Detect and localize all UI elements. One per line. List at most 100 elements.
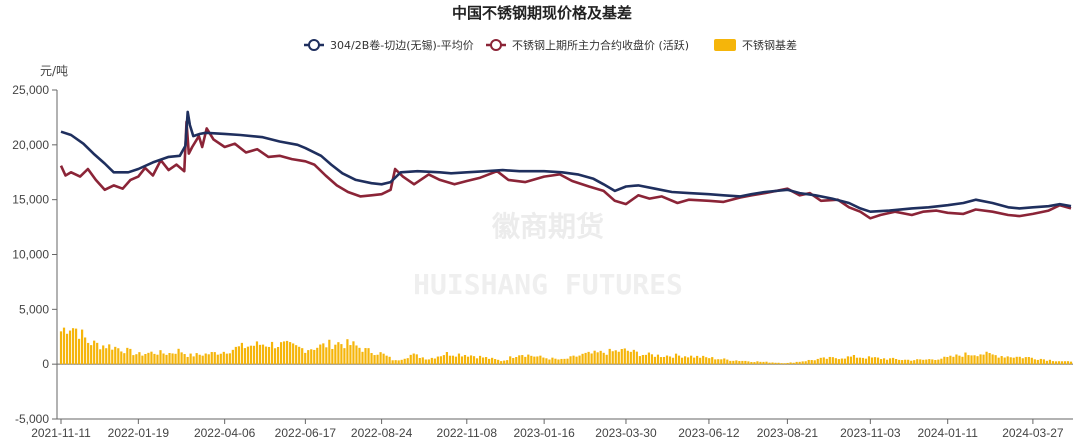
basis-bar bbox=[289, 342, 292, 365]
basis-bar bbox=[497, 359, 500, 365]
basis-bar bbox=[391, 360, 394, 365]
basis-bar bbox=[515, 357, 518, 365]
basis-bar bbox=[542, 357, 545, 365]
basis-bar bbox=[258, 344, 262, 365]
basis-bar bbox=[114, 346, 117, 365]
basis-bar bbox=[219, 353, 222, 365]
basis-bar bbox=[361, 351, 364, 365]
basis-bar bbox=[509, 356, 512, 365]
basis-bar bbox=[177, 348, 180, 365]
basis-bar bbox=[901, 360, 904, 365]
basis-bar bbox=[702, 355, 705, 365]
basis-bar bbox=[988, 353, 991, 365]
basis-bar bbox=[87, 342, 90, 365]
basis-bar bbox=[548, 359, 551, 365]
basis-bar bbox=[415, 354, 418, 365]
x-tick-label: 2022-08-24 bbox=[351, 426, 413, 440]
basis-bar bbox=[412, 353, 415, 365]
basis-bar bbox=[355, 345, 358, 365]
basis-bar bbox=[693, 357, 696, 365]
basis-bar bbox=[870, 357, 874, 365]
basis-bar bbox=[566, 358, 569, 365]
basis-bar bbox=[659, 357, 663, 365]
basis-bar bbox=[575, 356, 578, 365]
basis-bar bbox=[427, 359, 430, 365]
basis-bar bbox=[590, 353, 593, 365]
basis-bar bbox=[665, 355, 669, 365]
basis-bar bbox=[59, 331, 63, 365]
basis-bar bbox=[816, 358, 819, 365]
basis-bar bbox=[168, 353, 171, 365]
basis-bar bbox=[249, 345, 253, 365]
basis-bar bbox=[967, 355, 970, 365]
basis-bar bbox=[1000, 356, 1003, 365]
basis-bar bbox=[620, 349, 623, 365]
basis-bar bbox=[90, 345, 93, 365]
basis-bar bbox=[898, 359, 901, 365]
basis-bar bbox=[976, 356, 979, 365]
basis-bar bbox=[964, 352, 967, 365]
legend-item-basis[interactable]: 不锈钢基差 bbox=[714, 38, 797, 52]
basis-bar bbox=[602, 352, 605, 365]
basis-bar bbox=[310, 349, 313, 365]
y-tick-label: 0 bbox=[42, 357, 49, 371]
basis-bar bbox=[696, 355, 699, 365]
legend-item-spot[interactable]: 304/2B卷-切边(无锡)-平均价 bbox=[304, 38, 474, 52]
basis-bar bbox=[771, 362, 774, 365]
basis-bar bbox=[834, 358, 837, 365]
basis-bar bbox=[126, 347, 129, 365]
basis-bar bbox=[843, 358, 846, 365]
basis-bar bbox=[421, 357, 424, 365]
basis-bar bbox=[454, 356, 458, 365]
basis-bar bbox=[270, 341, 274, 365]
basis-bar bbox=[1003, 357, 1006, 365]
legend-futures-marker bbox=[490, 39, 502, 51]
basis-bar bbox=[201, 355, 204, 365]
basis-bar bbox=[491, 357, 494, 365]
basis-bar bbox=[1027, 357, 1030, 365]
basis-bar bbox=[873, 357, 877, 365]
basis-bar bbox=[481, 357, 485, 365]
basis-bar bbox=[949, 355, 952, 365]
basis-bar bbox=[138, 352, 141, 365]
basis-bar bbox=[141, 355, 144, 365]
legend-item-futures[interactable]: 不锈钢上期所主力合约收盘价 (活跃) bbox=[486, 38, 689, 52]
x-tick-label: 2023-01-16 bbox=[513, 426, 575, 440]
basis-bar bbox=[400, 359, 403, 365]
basis-bar bbox=[445, 352, 449, 365]
basis-bar bbox=[892, 357, 895, 365]
basis-bar bbox=[578, 355, 581, 365]
basis-bar bbox=[1039, 358, 1042, 365]
basis-bar bbox=[81, 329, 84, 365]
basis-bar bbox=[955, 354, 958, 365]
y-axis: -5,000 0 5,000 10,000 15,000 20,000 25,000 bbox=[12, 83, 58, 426]
basis-bar bbox=[488, 358, 491, 365]
basis-bar bbox=[162, 353, 165, 365]
basis-bar bbox=[916, 359, 919, 365]
basis-bar bbox=[111, 349, 114, 365]
basis-bar bbox=[99, 349, 102, 365]
basis-bar bbox=[545, 358, 548, 365]
y-tick-label: 15,000 bbox=[12, 193, 49, 207]
basis-bars bbox=[59, 327, 1073, 365]
basis-bar bbox=[683, 356, 687, 365]
x-tick-label: 2023-08-21 bbox=[757, 426, 819, 440]
basis-bar bbox=[237, 346, 240, 365]
basis-bar bbox=[298, 346, 301, 365]
basis-bar bbox=[1042, 359, 1045, 365]
basis-bar bbox=[997, 357, 1000, 365]
basis-bar bbox=[952, 356, 955, 365]
basis-bar bbox=[940, 358, 943, 365]
basis-bar bbox=[171, 353, 174, 365]
basis-bar bbox=[810, 360, 813, 365]
basis-bar bbox=[985, 351, 988, 365]
basis-bar bbox=[1012, 357, 1015, 365]
basis-bar bbox=[822, 357, 825, 365]
basis-bar bbox=[705, 357, 708, 365]
basis-bar bbox=[96, 342, 99, 365]
basis-bar bbox=[343, 348, 346, 365]
basis-bar bbox=[973, 355, 976, 365]
basis-bar bbox=[647, 352, 651, 365]
basis-bar bbox=[301, 348, 304, 365]
basis-bar bbox=[147, 352, 150, 365]
